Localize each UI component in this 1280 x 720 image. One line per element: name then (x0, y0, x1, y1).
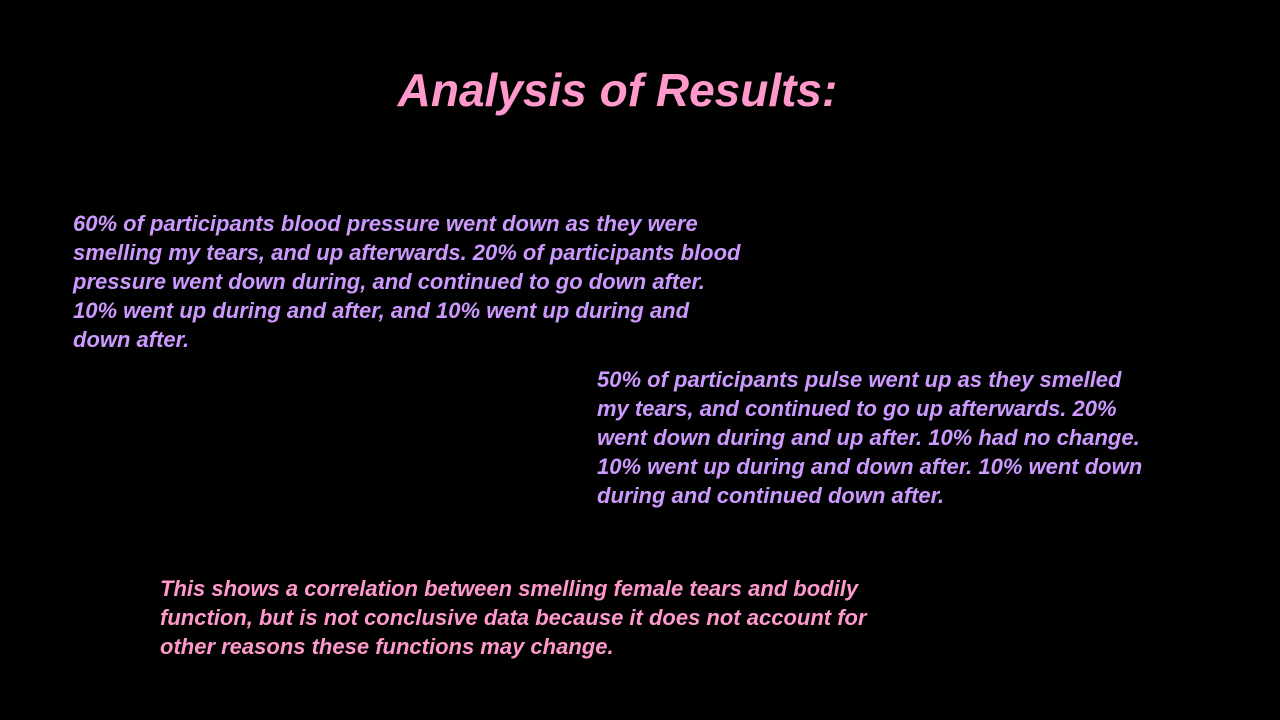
conclusion-paragraph: This shows a correlation between smellin… (160, 574, 867, 661)
pulse-paragraph: 50% of participants pulse went up as the… (597, 365, 1142, 510)
text-line: 60% of participants blood pressure went … (73, 211, 698, 236)
text-line: pressure went down during, and continued… (73, 269, 705, 294)
slide-title: Analysis of Results: (397, 64, 838, 116)
text-line: during and continued down after. (597, 483, 945, 508)
text-line: This shows a correlation between smellin… (160, 576, 859, 601)
text-line: 10% went up during and after, and 10% we… (73, 298, 690, 323)
text-line: 50% of participants pulse went up as the… (597, 367, 1122, 392)
text-line: my tears, and continued to go up afterwa… (597, 396, 1117, 421)
text-line: 10% went up during and down after. 10% w… (597, 454, 1143, 479)
text-line: function, but is not conclusive data bec… (160, 605, 867, 630)
text-line: went down during and up after. 10% had n… (597, 425, 1140, 450)
text-line: other reasons these functions may change… (160, 634, 614, 659)
text-line: down after. (73, 327, 190, 352)
text-line: smelling my tears, and up afterwards. 20… (73, 240, 741, 265)
blood-pressure-paragraph: 60% of participants blood pressure went … (73, 209, 741, 354)
